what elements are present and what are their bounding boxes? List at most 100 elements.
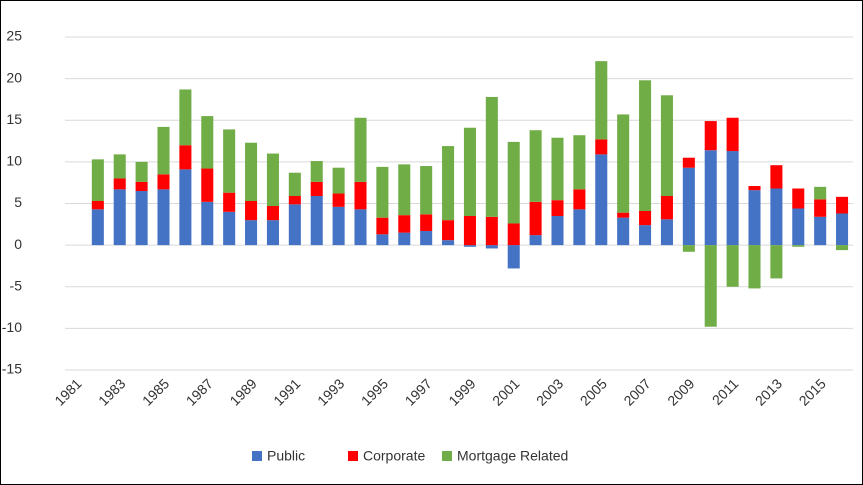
bar [332, 193, 345, 207]
bar [332, 206, 345, 246]
bar [310, 181, 323, 197]
y-tick-label: -5 [10, 277, 23, 293]
bar [595, 61, 608, 140]
bar [157, 174, 170, 190]
bar [245, 142, 258, 202]
bar [704, 121, 717, 151]
bar [704, 150, 717, 246]
bar [463, 245, 476, 247]
bar [310, 196, 323, 246]
bar [792, 245, 805, 247]
bar [245, 201, 258, 221]
bar [354, 117, 367, 182]
y-tick-label: 5 [14, 194, 22, 210]
bar [442, 240, 455, 246]
bar [266, 220, 279, 246]
bar [463, 127, 476, 216]
legend-label: Public [267, 448, 305, 464]
bar [157, 126, 170, 175]
bar [376, 217, 389, 235]
bar [135, 181, 148, 192]
bar [814, 216, 827, 246]
bar [507, 141, 520, 224]
bar [201, 116, 214, 169]
bar [770, 165, 783, 189]
bar [266, 153, 279, 206]
bar [836, 196, 849, 214]
y-tick-label: 10 [6, 153, 22, 169]
bar [288, 204, 301, 246]
bar [682, 167, 695, 246]
bar [332, 167, 345, 194]
y-tick-label: -10 [2, 319, 22, 335]
bar [245, 220, 258, 246]
bar [726, 245, 739, 287]
bar [442, 220, 455, 241]
bar [201, 201, 214, 246]
bar [682, 245, 695, 252]
y-tick-label: 20 [6, 69, 22, 85]
legend-swatch [348, 451, 358, 461]
legend-label: Corporate [363, 448, 425, 464]
legend-label: Mortgage Related [457, 448, 568, 464]
bar [485, 245, 498, 249]
bar [617, 114, 630, 213]
bar [223, 211, 236, 246]
bar [660, 95, 673, 197]
bar [529, 235, 542, 246]
bar [113, 178, 126, 190]
bar [639, 210, 652, 226]
bar [617, 217, 630, 246]
bar [157, 189, 170, 246]
bar [529, 201, 542, 236]
bar [135, 161, 148, 182]
bar [420, 166, 433, 215]
bar [420, 230, 433, 246]
bar [595, 139, 608, 155]
bar [726, 117, 739, 152]
bar [485, 96, 498, 217]
bar [179, 169, 192, 246]
legend-swatch [252, 451, 262, 461]
y-tick-label: 0 [14, 236, 22, 252]
bar [113, 189, 126, 246]
y-tick-label: -15 [2, 361, 22, 377]
bar [179, 145, 192, 170]
bar [748, 186, 761, 191]
bar [836, 213, 849, 246]
bar [573, 189, 586, 210]
bar [463, 215, 476, 246]
bar [792, 188, 805, 209]
bar [288, 196, 301, 205]
bar [660, 196, 673, 220]
bar [792, 208, 805, 246]
bar [529, 130, 542, 202]
bar [573, 135, 586, 190]
bar [310, 161, 323, 182]
bar [201, 168, 214, 202]
bar [91, 159, 104, 202]
bar [551, 215, 564, 246]
bar [420, 214, 433, 231]
bar [442, 146, 455, 221]
bar [223, 129, 236, 193]
bar [814, 199, 827, 217]
bar [748, 245, 761, 289]
bar [551, 200, 564, 216]
bar [398, 232, 411, 246]
bar [639, 225, 652, 246]
legend-swatch [442, 451, 452, 461]
bar [551, 137, 564, 201]
bar [507, 223, 520, 246]
bar [726, 151, 739, 246]
bar [485, 216, 498, 246]
bar [639, 80, 652, 211]
bar [770, 245, 783, 279]
y-tick-label: 15 [6, 111, 22, 127]
bar [660, 219, 673, 246]
bar [91, 201, 104, 210]
bar [354, 181, 367, 210]
bar [398, 215, 411, 233]
bar [266, 205, 279, 221]
